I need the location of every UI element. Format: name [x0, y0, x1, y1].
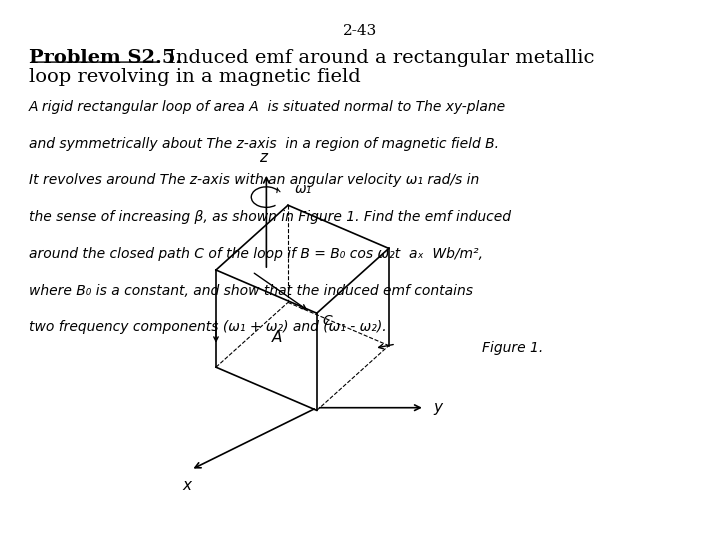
Text: C: C [323, 314, 333, 328]
Text: Induced emf around a rectangular metallic: Induced emf around a rectangular metalli… [162, 49, 595, 66]
Text: and symmetrically about The z-axis  in a region of magnetic field B.: and symmetrically about The z-axis in a … [29, 137, 499, 151]
Text: 2-43: 2-43 [343, 24, 377, 38]
Text: It revolves around The z-axis with an angular velocity ω₁ rad/s in: It revolves around The z-axis with an an… [29, 173, 479, 187]
Text: ω₁: ω₁ [295, 182, 312, 196]
Text: z: z [258, 150, 267, 165]
Text: where B₀ is a constant, and show that the induced emf contains: where B₀ is a constant, and show that th… [29, 284, 473, 298]
Text: Problem S2.5.: Problem S2.5. [29, 49, 182, 66]
Text: two frequency components (ω₁ + ω₂) and (ω₁ - ω₂).: two frequency components (ω₁ + ω₂) and (… [29, 320, 387, 334]
Text: around the closed path C of the loop if B = B₀ cos ω₂t  aₓ  Wb/m²,: around the closed path C of the loop if … [29, 247, 483, 261]
Text: loop revolving in a magnetic field: loop revolving in a magnetic field [29, 68, 361, 85]
Text: Figure 1.: Figure 1. [482, 341, 544, 355]
Text: A: A [272, 330, 282, 345]
Text: A rigid rectangular loop of area A  is situated normal to The xy-plane: A rigid rectangular loop of area A is si… [29, 100, 506, 114]
Text: y: y [433, 400, 442, 415]
Text: the sense of increasing β, as shown in Figure 1. Find the emf induced: the sense of increasing β, as shown in F… [29, 210, 510, 224]
Text: x: x [183, 478, 192, 493]
